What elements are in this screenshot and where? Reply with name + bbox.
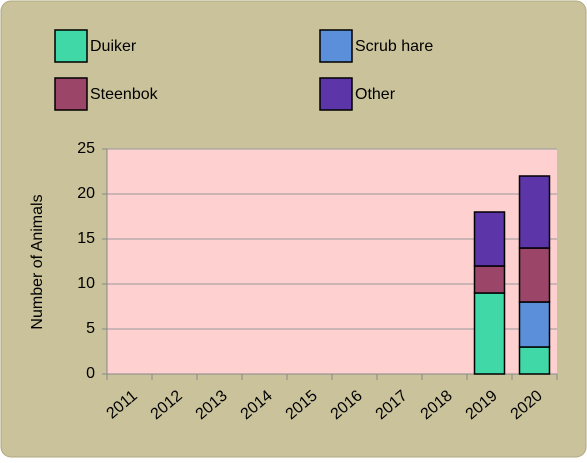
bar-segment [518,301,551,348]
y-axis-label: Number of Animals [29,194,46,329]
bar-segment [473,265,506,294]
legend-swatch [54,77,88,111]
y-tick-label: 15 [77,230,95,247]
legend-label: Steenbok [90,86,159,103]
legend-swatch [54,29,88,63]
y-tick-label: 25 [77,140,95,157]
y-tick-label: 5 [86,320,95,337]
legend-label: Scrub hare [355,38,433,55]
bar-segment [473,211,506,267]
bar-segment [518,247,551,303]
bar-segment [518,346,551,375]
bar-segment [473,292,506,375]
legend-label: Other [355,86,396,103]
legend-swatch [319,77,353,111]
y-tick-label: 20 [77,185,95,202]
legend-label: Duiker [90,38,137,55]
y-tick-label: 0 [86,365,95,382]
legend-swatch [319,29,353,63]
y-tick-label: 10 [77,275,95,292]
bar-segment [518,175,551,249]
